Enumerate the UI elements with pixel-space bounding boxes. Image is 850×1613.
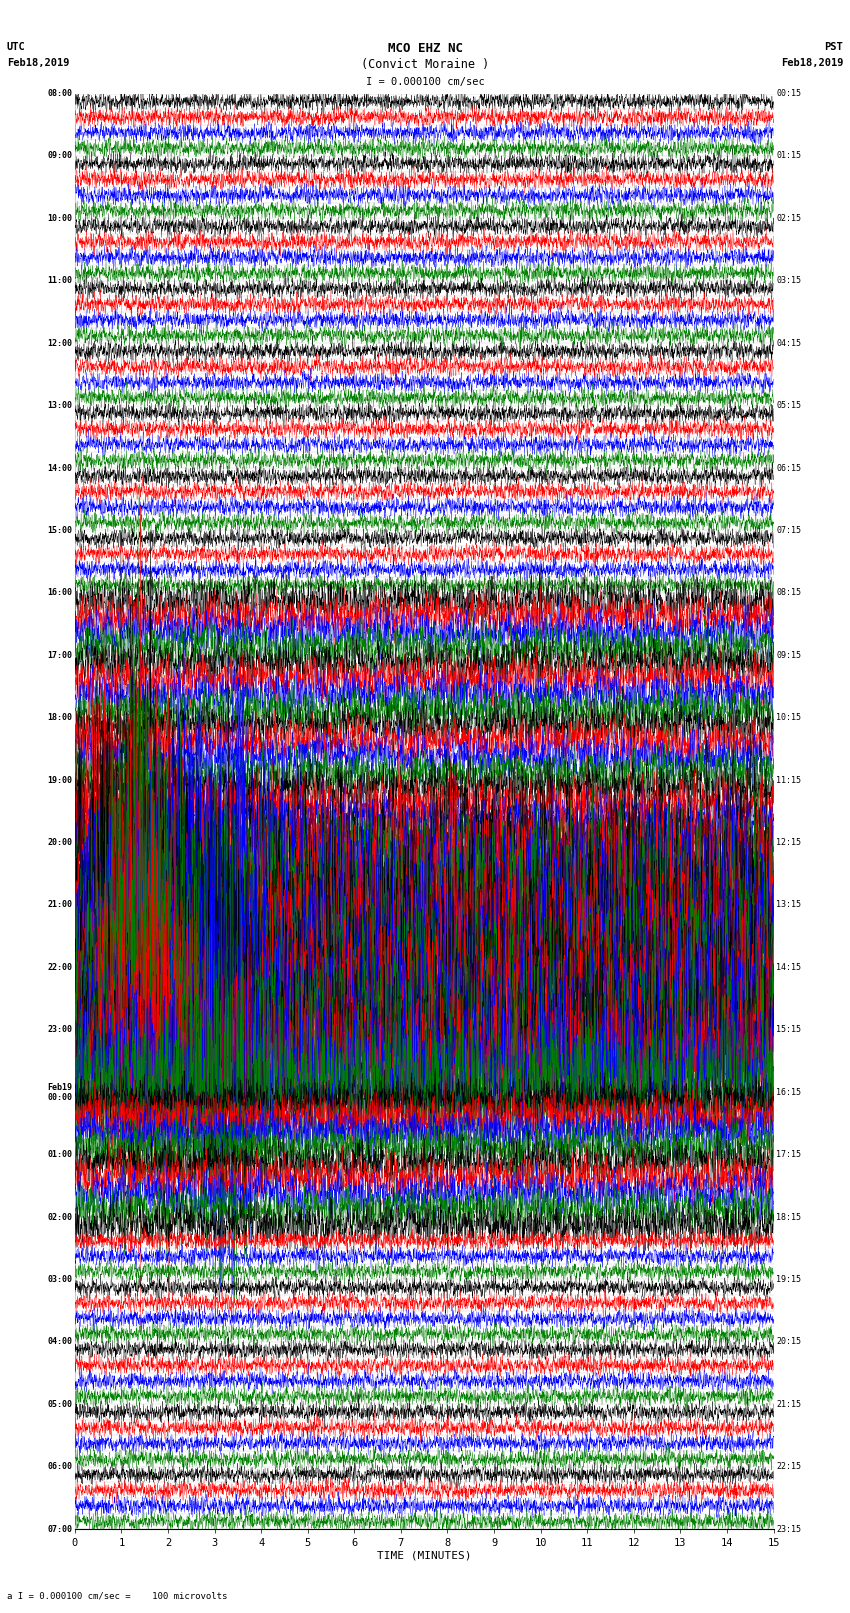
Text: UTC: UTC — [7, 42, 26, 52]
Text: 18:15: 18:15 — [776, 1213, 802, 1221]
Text: 17:15: 17:15 — [776, 1150, 802, 1160]
Text: 07:00: 07:00 — [47, 1524, 72, 1534]
Text: 12:00: 12:00 — [47, 339, 72, 348]
Text: Feb18,2019: Feb18,2019 — [780, 58, 843, 68]
Text: 19:15: 19:15 — [776, 1274, 802, 1284]
Text: 22:15: 22:15 — [776, 1463, 802, 1471]
Text: 07:15: 07:15 — [776, 526, 802, 536]
Text: 13:00: 13:00 — [47, 402, 72, 410]
Text: 06:15: 06:15 — [776, 463, 802, 473]
Text: 11:00: 11:00 — [47, 276, 72, 286]
Text: 22:00: 22:00 — [47, 963, 72, 973]
Text: 20:00: 20:00 — [47, 839, 72, 847]
Text: 04:15: 04:15 — [776, 339, 802, 348]
Text: 03:15: 03:15 — [776, 276, 802, 286]
Text: 15:00: 15:00 — [47, 526, 72, 536]
Text: 11:15: 11:15 — [776, 776, 802, 784]
Text: 05:00: 05:00 — [47, 1400, 72, 1408]
Text: 14:00: 14:00 — [47, 463, 72, 473]
Text: 02:00: 02:00 — [47, 1213, 72, 1221]
Text: Feb19
00:00: Feb19 00:00 — [47, 1082, 72, 1102]
Text: 18:00: 18:00 — [47, 713, 72, 723]
Text: 15:15: 15:15 — [776, 1026, 802, 1034]
Text: (Convict Moraine ): (Convict Moraine ) — [361, 58, 489, 71]
Text: Feb18,2019: Feb18,2019 — [7, 58, 70, 68]
Text: 14:15: 14:15 — [776, 963, 802, 973]
Text: 09:15: 09:15 — [776, 650, 802, 660]
Text: 00:15: 00:15 — [776, 89, 802, 98]
Text: 21:15: 21:15 — [776, 1400, 802, 1408]
Text: 12:15: 12:15 — [776, 839, 802, 847]
Text: 19:00: 19:00 — [47, 776, 72, 784]
Text: 01:00: 01:00 — [47, 1150, 72, 1160]
Text: 09:00: 09:00 — [47, 152, 72, 160]
X-axis label: TIME (MINUTES): TIME (MINUTES) — [377, 1552, 472, 1561]
Text: 13:15: 13:15 — [776, 900, 802, 910]
Text: 04:00: 04:00 — [47, 1337, 72, 1347]
Text: PST: PST — [824, 42, 843, 52]
Text: 16:15: 16:15 — [776, 1087, 802, 1097]
Text: 23:15: 23:15 — [776, 1524, 802, 1534]
Text: 23:00: 23:00 — [47, 1026, 72, 1034]
Text: 08:15: 08:15 — [776, 589, 802, 597]
Text: MCO EHZ NC: MCO EHZ NC — [388, 42, 462, 55]
Text: 16:00: 16:00 — [47, 589, 72, 597]
Text: 05:15: 05:15 — [776, 402, 802, 410]
Text: 17:00: 17:00 — [47, 650, 72, 660]
Text: 08:00: 08:00 — [47, 89, 72, 98]
Text: 03:00: 03:00 — [47, 1274, 72, 1284]
Text: 10:15: 10:15 — [776, 713, 802, 723]
Text: 02:15: 02:15 — [776, 215, 802, 223]
Text: a I = 0.000100 cm/sec =    100 microvolts: a I = 0.000100 cm/sec = 100 microvolts — [7, 1590, 227, 1600]
Text: 01:15: 01:15 — [776, 152, 802, 160]
Text: 21:00: 21:00 — [47, 900, 72, 910]
Text: 06:00: 06:00 — [47, 1463, 72, 1471]
Text: 20:15: 20:15 — [776, 1337, 802, 1347]
Text: 10:00: 10:00 — [47, 215, 72, 223]
Text: I = 0.000100 cm/sec: I = 0.000100 cm/sec — [366, 77, 484, 87]
